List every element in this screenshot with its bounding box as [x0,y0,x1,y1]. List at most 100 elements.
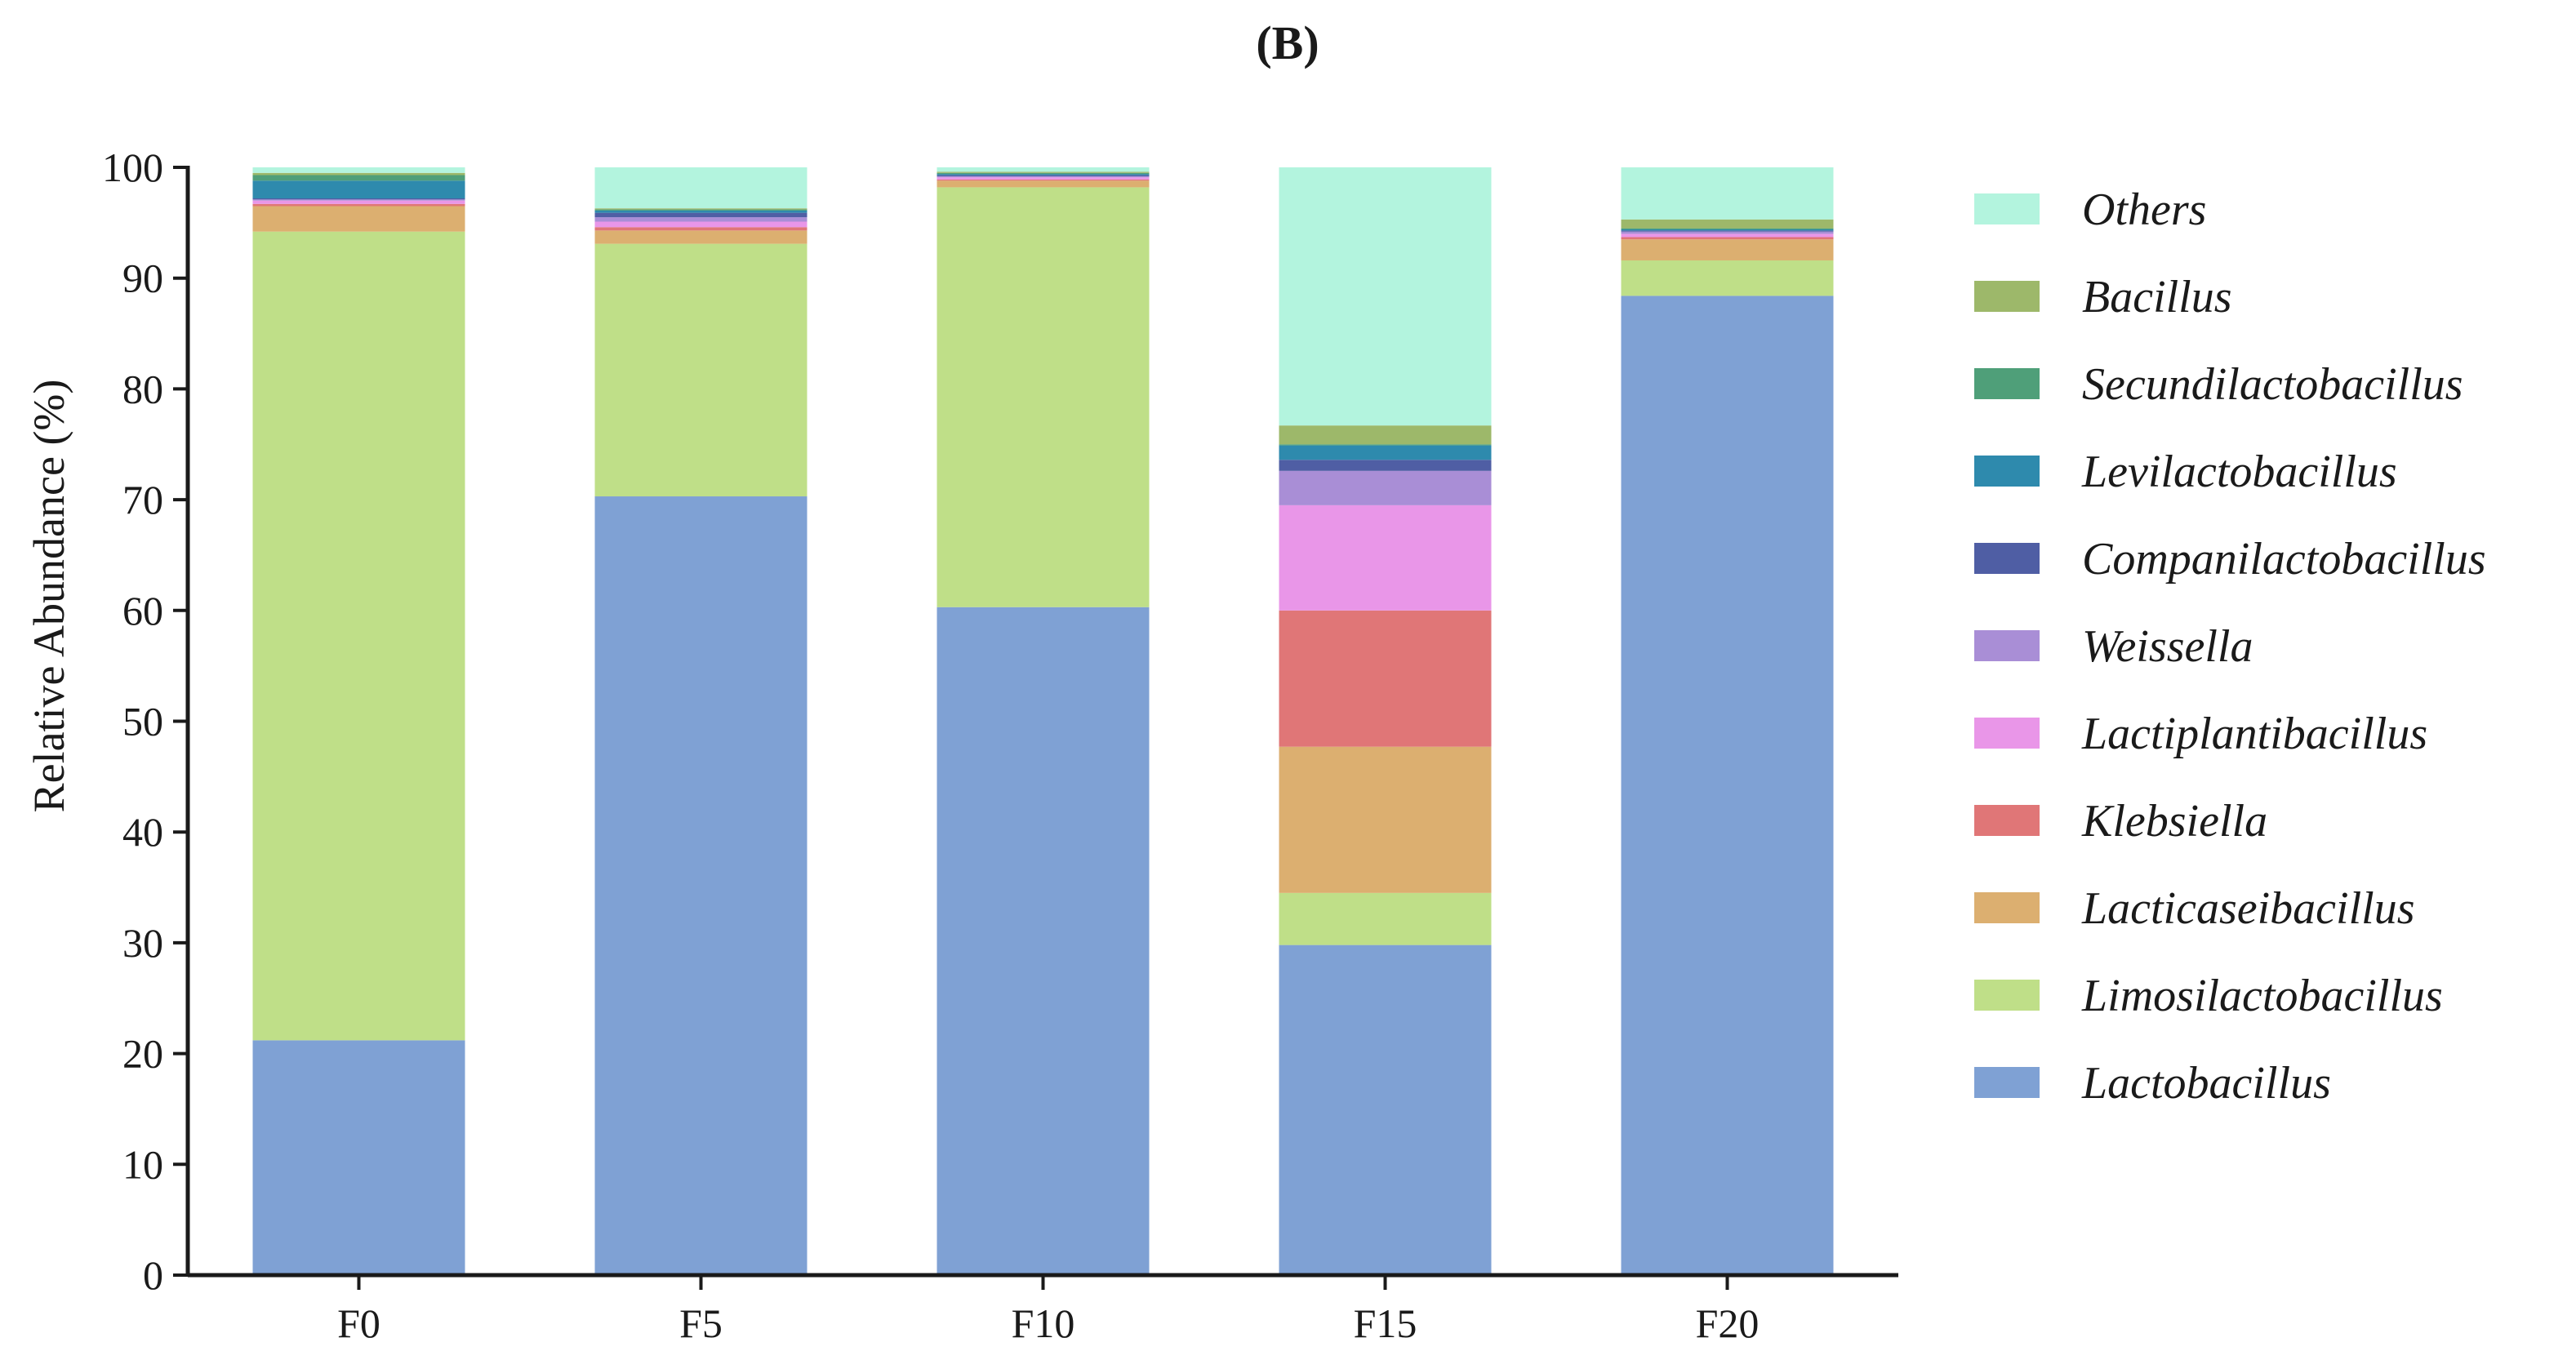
bar-segment-f0-companilactobacillus [252,198,465,200]
y-tick-label-90: 90 [122,256,163,301]
bar-segment-f10-lactobacillus [937,607,1150,1275]
y-tick-label-30: 30 [122,920,163,966]
bar-segment-f10-lacticaseibacillus [937,180,1150,188]
bar-segment-f10-others [937,167,1150,172]
bar-segment-f10-levilactobacillus [937,174,1150,176]
bar-segment-f15-companilactobacillus [1279,460,1492,471]
legend: Others Bacillus Secundilactobacillus Levila… [1974,184,2486,1109]
axes-layer: 0 10 20 30 40 50 60 70 80 90 100 F0 F5 F10 F15 F20 [102,144,1898,1346]
bar-segment-f10-limosilactobacillus [937,187,1150,607]
legend-swatch-bacillus [1974,281,2040,312]
legend-label-lactobacillus: Lactobacillus [2081,1058,2331,1109]
y-tick-label-60: 60 [122,588,163,633]
bar-segment-f10-lactiplantibacillus [937,177,1150,180]
bar-segment-f15-secundilactobacillus [1279,444,1492,446]
bar-stack-f5 [594,167,808,1275]
x-tick-label-f15: F15 [1354,1300,1417,1346]
legend-item-levilactobacillus: Levilactobacillus [1974,447,2397,497]
bar-stack-f0 [252,167,465,1275]
legend-swatch-klebsiella [1974,805,2040,836]
legend-label-weissella: Weissella [2082,621,2253,672]
y-tick-label-100: 100 [102,144,163,190]
legend-item-lactobacillus: Lactobacillus [1974,1058,2331,1109]
panel-label: (B) [1256,16,1319,69]
legend-item-secundilactobacillus: Secundilactobacillus [1974,359,2463,410]
bar-segment-f15-klebsiella [1279,610,1492,747]
bar-segment-f5-others [594,167,808,209]
bar-segment-f20-lacticaseibacillus [1621,239,1834,260]
legend-item-lactiplantibacillus: Lactiplantibacillus [1974,709,2427,759]
bar-segment-f5-levilactobacillus [594,210,808,213]
x-tick-label-f10: F10 [1012,1300,1075,1346]
legend-swatch-companilactobacillus [1974,543,2040,574]
legend-swatch-lactiplantibacillus [1974,718,2040,749]
x-tick-label-f20: F20 [1696,1300,1760,1346]
legend-label-companilactobacillus: Companilactobacillus [2082,534,2486,584]
legend-swatch-secundilactobacillus [1974,368,2040,399]
bar-segment-f10-secundilactobacillus [937,172,1150,175]
bar-segment-f5-secundilactobacillus [594,209,808,211]
bar-segment-f5-limosilactobacillus [594,243,808,497]
bar-segment-f20-klebsiella [1621,237,1834,240]
bar-segment-f20-others [1621,167,1834,220]
legend-item-klebsiella: Klebsiella [1974,796,2267,847]
y-tick-label-70: 70 [122,477,163,522]
legend-label-others: Others [2082,184,2206,235]
legend-label-limosilactobacillus: Limosilactobacillus [2081,971,2443,1021]
bar-segment-f5-bacillus [594,208,808,210]
legend-swatch-levilactobacillus [1974,456,2040,487]
bar-segment-f20-lactobacillus [1621,296,1834,1275]
bar-stack-f10 [937,167,1150,1275]
bar-segment-f20-weissella [1621,231,1834,234]
bar-segment-f20-levilactobacillus [1621,229,1834,231]
legend-swatch-lactobacillus [1974,1067,2040,1098]
bar-segment-f5-companilactobacillus [594,212,808,218]
legend-item-limosilactobacillus: Limosilactobacillus [1974,971,2443,1021]
legend-swatch-others [1974,193,2040,224]
bar-segment-f0-weissella [252,199,465,201]
legend-label-lactiplantibacillus: Lactiplantibacillus [2081,709,2427,759]
bar-segment-f20-limosilactobacillus [1621,260,1834,296]
bar-segment-f0-lactobacillus [252,1040,465,1275]
bar-segment-f0-lactiplantibacillus [252,200,465,204]
y-tick-label-10: 10 [122,1141,163,1187]
bar-segment-f5-lactobacillus [594,496,808,1275]
bars-layer [252,167,1834,1275]
y-tick-label-80: 80 [122,366,163,411]
legend-item-others: Others [1974,184,2206,235]
bar-segment-f15-lacticaseibacillus [1279,746,1492,893]
bar-segment-f20-lactiplantibacillus [1621,233,1834,238]
legend-item-companilactobacillus: Companilactobacillus [1974,534,2486,584]
bar-segment-f5-lacticaseibacillus [594,230,808,244]
y-tick-label-0: 0 [143,1252,163,1298]
legend-item-lacticaseibacillus: Lacticaseibacillus [1974,883,2415,934]
legend-swatch-lacticaseibacillus [1974,892,2040,923]
bar-stack-f20 [1621,167,1834,1275]
legend-label-lacticaseibacillus: Lacticaseibacillus [2081,883,2415,934]
legend-label-secundilactobacillus: Secundilactobacillus [2082,359,2463,410]
legend-item-bacillus: Bacillus [1974,272,2232,322]
bar-segment-f0-lacticaseibacillus [252,206,465,232]
x-tick-label-f0: F0 [337,1300,380,1346]
bar-segment-f15-levilactobacillus [1279,445,1492,460]
bar-segment-f15-limosilactobacillus [1279,892,1492,945]
bar-segment-f10-companilactobacillus [937,175,1150,176]
y-tick-label-50: 50 [122,699,163,745]
legend-item-weissella: Weissella [1974,621,2253,672]
bar-segment-f0-klebsiella [252,203,465,207]
legend-swatch-limosilactobacillus [1974,980,2040,1011]
legend-label-klebsiella: Klebsiella [2081,796,2267,847]
bar-segment-f5-weissella [594,217,808,222]
bar-segment-f15-lactobacillus [1279,945,1492,1275]
bar-segment-f15-others [1279,167,1492,426]
legend-swatch-weissella [1974,630,2040,661]
bar-segment-f10-bacillus [937,171,1150,173]
x-tick-label-f5: F5 [679,1300,723,1346]
bar-segment-f0-limosilactobacillus [252,231,465,1041]
bar-segment-f0-secundilactobacillus [252,175,465,181]
bar-segment-f5-lactiplantibacillus [594,221,808,228]
bar-segment-f0-bacillus [252,172,465,176]
y-axis-title: Relative Abundance (%) [24,380,73,813]
bar-segment-f15-lactiplantibacillus [1279,504,1492,611]
bar-stack-f15 [1279,167,1492,1275]
